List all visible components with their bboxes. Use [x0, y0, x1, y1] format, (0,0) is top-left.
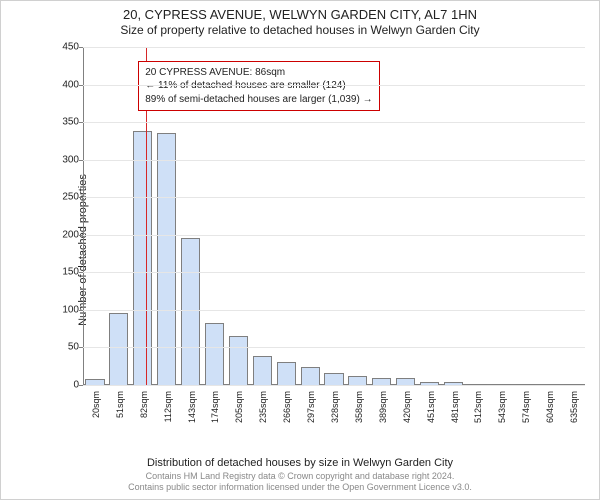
- grid-line: [83, 85, 585, 86]
- grid-line: [83, 347, 585, 348]
- grid-line: [83, 197, 585, 198]
- x-tick-label: 297sqm: [306, 391, 316, 423]
- bar: [109, 313, 128, 385]
- x-tick-label: 51sqm: [115, 391, 125, 418]
- footer-line-2: Contains public sector information licen…: [1, 482, 599, 493]
- y-tick-label: 300: [62, 154, 83, 165]
- callout-line-3: 89% of semi-detached houses are larger (…: [145, 93, 372, 107]
- grid-line: [83, 272, 585, 273]
- grid-line: [83, 310, 585, 311]
- chart-card: 20, CYPRESS AVENUE, WELWYN GARDEN CITY, …: [0, 0, 600, 500]
- x-tick-label: 82sqm: [139, 391, 149, 418]
- bar: [253, 356, 272, 385]
- y-tick-label: 150: [62, 267, 83, 278]
- grid-line: [83, 122, 585, 123]
- x-tick-label: 512sqm: [473, 391, 483, 423]
- bar-slot: 604sqm: [537, 47, 561, 385]
- plot-area: 20sqm51sqm82sqm112sqm143sqm174sqm205sqm2…: [83, 47, 585, 385]
- y-tick-label: 0: [73, 380, 83, 391]
- callout-box: 20 CYPRESS AVENUE: 86sqm ← 11% of detach…: [138, 61, 379, 112]
- x-tick-label: 451sqm: [426, 391, 436, 423]
- x-tick-label: 328sqm: [330, 391, 340, 423]
- title-block: 20, CYPRESS AVENUE, WELWYN GARDEN CITY, …: [1, 1, 599, 37]
- x-tick-label: 20sqm: [91, 391, 101, 418]
- bar-slot: 635sqm: [561, 47, 585, 385]
- x-tick-label: 574sqm: [521, 391, 531, 423]
- bar: [396, 378, 415, 386]
- x-tick-label: 143sqm: [187, 391, 197, 423]
- footer-line-1: Contains HM Land Registry data © Crown c…: [1, 471, 599, 482]
- footer-note: Contains HM Land Registry data © Crown c…: [1, 471, 599, 494]
- x-tick-label: 266sqm: [282, 391, 292, 423]
- x-tick-label: 112sqm: [163, 391, 173, 422]
- x-tick-label: 235sqm: [258, 391, 268, 423]
- bar-slot: 512sqm: [466, 47, 490, 385]
- plot: 20sqm51sqm82sqm112sqm143sqm174sqm205sqm2…: [49, 47, 585, 401]
- x-tick-label: 389sqm: [378, 391, 388, 423]
- x-tick-label: 635sqm: [569, 391, 579, 423]
- y-tick-label: 50: [68, 342, 83, 353]
- bar: [348, 376, 367, 385]
- bar: [229, 336, 248, 385]
- chart-title: 20, CYPRESS AVENUE, WELWYN GARDEN CITY, …: [1, 7, 599, 22]
- y-tick-label: 250: [62, 192, 83, 203]
- grid-line: [83, 385, 585, 386]
- bar: [277, 362, 296, 385]
- x-tick-label: 205sqm: [234, 391, 244, 423]
- x-tick-label: 174sqm: [210, 391, 220, 423]
- x-axis-label: Distribution of detached houses by size …: [1, 457, 599, 469]
- bar-slot: 51sqm: [107, 47, 131, 385]
- x-tick-label: 481sqm: [450, 391, 460, 423]
- y-tick-label: 200: [62, 229, 83, 240]
- callout-line-1: 20 CYPRESS AVENUE: 86sqm: [145, 66, 372, 80]
- bar: [324, 373, 343, 385]
- grid-line: [83, 47, 585, 48]
- chart-subtitle: Size of property relative to detached ho…: [1, 23, 599, 37]
- bar-slot: 574sqm: [513, 47, 537, 385]
- x-tick-label: 543sqm: [497, 391, 507, 423]
- bar-slot: 543sqm: [489, 47, 513, 385]
- x-tick-label: 604sqm: [545, 391, 555, 423]
- bar-slot: 481sqm: [442, 47, 466, 385]
- x-tick-label: 420sqm: [402, 391, 412, 423]
- y-tick-label: 350: [62, 117, 83, 128]
- callout-line-2: ← 11% of detached houses are smaller (12…: [145, 79, 372, 93]
- chart-area: 20sqm51sqm82sqm112sqm143sqm174sqm205sqm2…: [49, 47, 585, 401]
- x-tick-label: 358sqm: [354, 391, 364, 423]
- bar: [301, 367, 320, 385]
- bar: [205, 323, 224, 385]
- y-tick-label: 450: [62, 42, 83, 53]
- bar: [181, 238, 200, 385]
- bar: [372, 378, 391, 386]
- y-tick-label: 400: [62, 79, 83, 90]
- y-tick-label: 100: [62, 304, 83, 315]
- bar-slot: 420sqm: [394, 47, 418, 385]
- grid-line: [83, 160, 585, 161]
- bar-slot: 451sqm: [418, 47, 442, 385]
- bar-slot: 20sqm: [83, 47, 107, 385]
- grid-line: [83, 235, 585, 236]
